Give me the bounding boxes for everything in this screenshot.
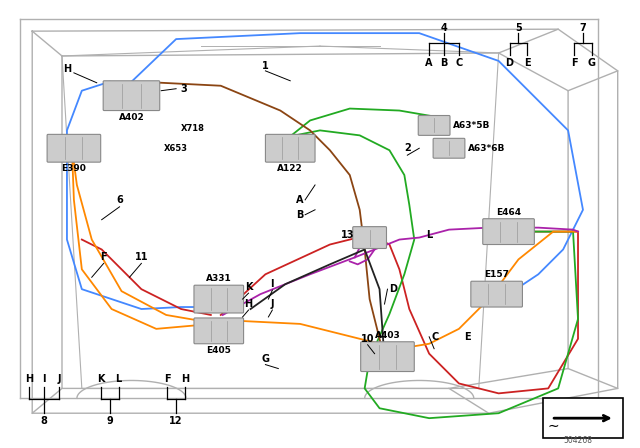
Text: A: A <box>296 195 303 205</box>
FancyBboxPatch shape <box>483 219 534 245</box>
Text: J: J <box>271 299 274 309</box>
Text: A63*5B: A63*5B <box>453 121 490 130</box>
Text: H: H <box>63 64 71 74</box>
Text: E: E <box>524 58 531 68</box>
FancyBboxPatch shape <box>361 342 414 371</box>
FancyBboxPatch shape <box>194 318 244 344</box>
Text: X653: X653 <box>164 144 188 153</box>
Text: D: D <box>390 284 397 294</box>
Text: E464: E464 <box>496 208 521 217</box>
Text: H: H <box>25 375 33 384</box>
Text: 4: 4 <box>441 23 447 33</box>
Text: H: H <box>244 299 253 309</box>
FancyBboxPatch shape <box>194 285 244 313</box>
Text: A: A <box>426 58 433 68</box>
Bar <box>543 398 623 438</box>
FancyBboxPatch shape <box>419 116 450 135</box>
Text: X718: X718 <box>181 124 205 133</box>
Text: A402: A402 <box>118 112 145 121</box>
Text: G: G <box>261 353 269 364</box>
Text: 5: 5 <box>515 23 522 33</box>
Text: 10: 10 <box>361 334 374 344</box>
FancyBboxPatch shape <box>47 134 100 162</box>
Text: K: K <box>97 375 104 384</box>
Text: 11: 11 <box>134 252 148 263</box>
Text: 1: 1 <box>262 61 269 71</box>
Text: H: H <box>181 375 189 384</box>
Text: 12: 12 <box>170 416 183 426</box>
FancyBboxPatch shape <box>353 227 387 249</box>
Text: F: F <box>164 375 170 384</box>
Text: C: C <box>455 58 463 68</box>
Text: 8: 8 <box>41 416 47 426</box>
Text: F: F <box>571 58 577 68</box>
FancyBboxPatch shape <box>433 138 465 158</box>
Text: G: G <box>588 58 596 68</box>
Text: B: B <box>440 58 448 68</box>
Text: A63*6B: A63*6B <box>468 144 505 153</box>
Text: I: I <box>42 375 46 384</box>
Text: L: L <box>426 229 432 240</box>
Text: B: B <box>296 210 303 220</box>
Text: K: K <box>245 282 252 292</box>
Text: A122: A122 <box>277 164 303 173</box>
Text: E: E <box>464 332 470 342</box>
Text: A403: A403 <box>374 331 401 340</box>
Text: E405: E405 <box>206 346 231 355</box>
Text: I: I <box>271 279 274 289</box>
Text: 6: 6 <box>116 195 123 205</box>
Text: D: D <box>506 58 513 68</box>
Text: C: C <box>431 332 438 342</box>
Text: 7: 7 <box>580 23 586 33</box>
Text: A331: A331 <box>206 274 232 283</box>
Text: J: J <box>57 375 61 384</box>
Text: 9: 9 <box>106 416 113 426</box>
FancyBboxPatch shape <box>103 81 160 111</box>
Text: E157: E157 <box>484 270 509 279</box>
Text: F: F <box>100 252 107 263</box>
Text: L: L <box>115 375 122 384</box>
Text: ∼: ∼ <box>547 419 559 433</box>
FancyBboxPatch shape <box>471 281 522 307</box>
Text: 2: 2 <box>404 143 411 153</box>
Text: 3: 3 <box>180 84 188 94</box>
Text: E390: E390 <box>61 164 86 173</box>
Text: 13: 13 <box>341 229 355 240</box>
Text: 504268: 504268 <box>563 436 593 445</box>
FancyBboxPatch shape <box>266 134 315 162</box>
